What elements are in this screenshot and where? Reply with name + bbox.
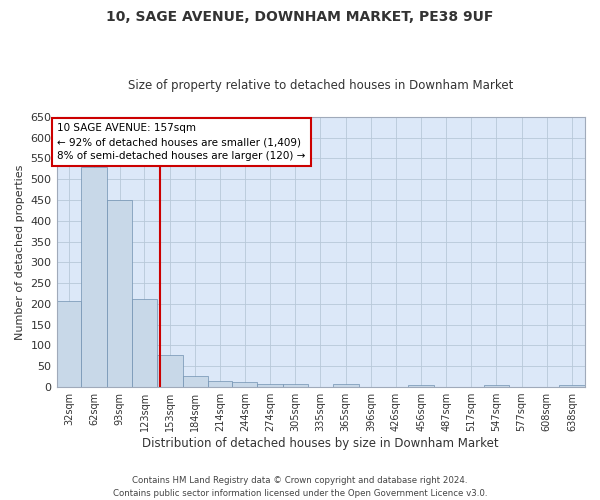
Bar <box>107 200 132 387</box>
Title: Size of property relative to detached houses in Downham Market: Size of property relative to detached ho… <box>128 79 514 92</box>
Bar <box>208 381 232 387</box>
Text: Contains HM Land Registry data © Crown copyright and database right 2024.
Contai: Contains HM Land Registry data © Crown c… <box>113 476 487 498</box>
Y-axis label: Number of detached properties: Number of detached properties <box>15 164 25 340</box>
Bar <box>232 382 257 387</box>
Bar <box>484 385 509 387</box>
Bar <box>56 300 82 387</box>
Bar <box>283 384 308 387</box>
Bar <box>82 166 107 387</box>
Bar <box>132 298 157 387</box>
Text: 10 SAGE AVENUE: 157sqm
← 92% of detached houses are smaller (1,409)
8% of semi-d: 10 SAGE AVENUE: 157sqm ← 92% of detached… <box>58 123 306 161</box>
Text: 10, SAGE AVENUE, DOWNHAM MARKET, PE38 9UF: 10, SAGE AVENUE, DOWNHAM MARKET, PE38 9U… <box>106 10 494 24</box>
Bar <box>182 376 208 387</box>
Bar <box>559 385 585 387</box>
Bar <box>333 384 359 387</box>
Bar <box>408 384 434 387</box>
Bar <box>257 384 283 387</box>
X-axis label: Distribution of detached houses by size in Downham Market: Distribution of detached houses by size … <box>142 437 499 450</box>
Bar <box>157 354 182 387</box>
